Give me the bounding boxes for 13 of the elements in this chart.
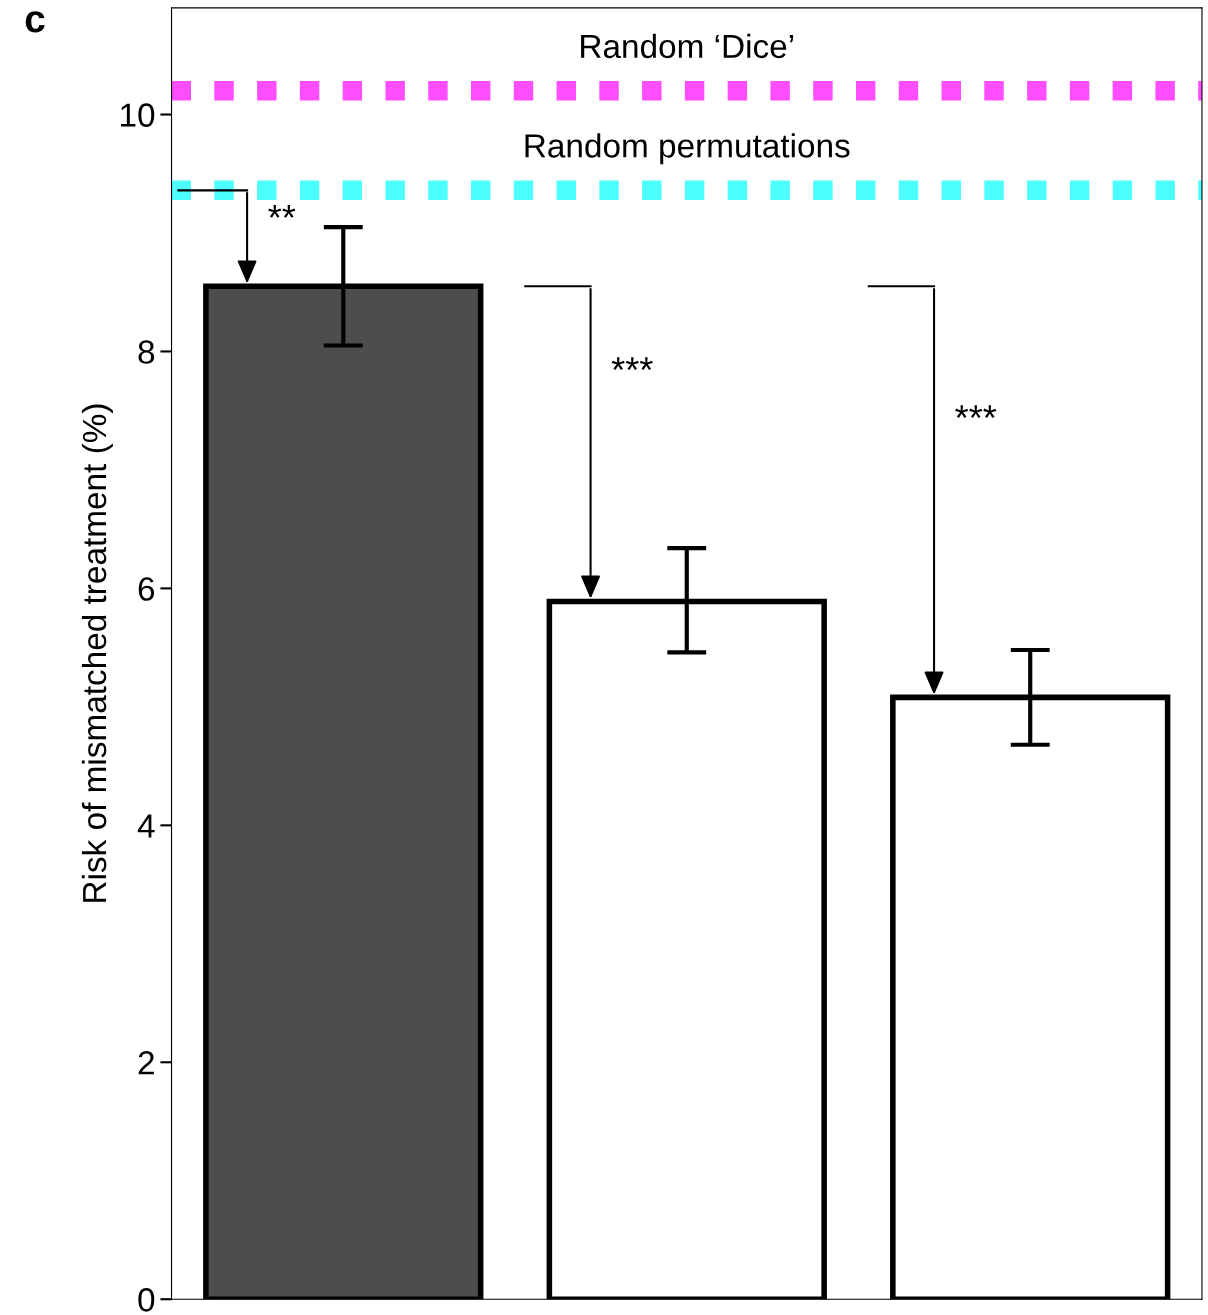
annotation: *** (955, 405, 997, 418)
ref-line-label: Random permutations (525, 133, 850, 165)
y-tick-label: 0 (138, 1288, 155, 1312)
y-tick-label: 8 (138, 340, 155, 364)
y-tick-label: 10 (121, 103, 155, 127)
ref-line-label: Random ‘Dice’ (581, 33, 794, 59)
y-tick-label: 6 (138, 577, 155, 601)
text: c (25, 11, 45, 33)
y-tick-label: 4 (137, 814, 155, 838)
annotation: *** (611, 357, 653, 370)
y-tick-label: 2 (138, 1051, 154, 1075)
annotation: ** (268, 205, 296, 218)
y-axis-title: Risk of mismatched treatment (%) (81, 404, 113, 902)
